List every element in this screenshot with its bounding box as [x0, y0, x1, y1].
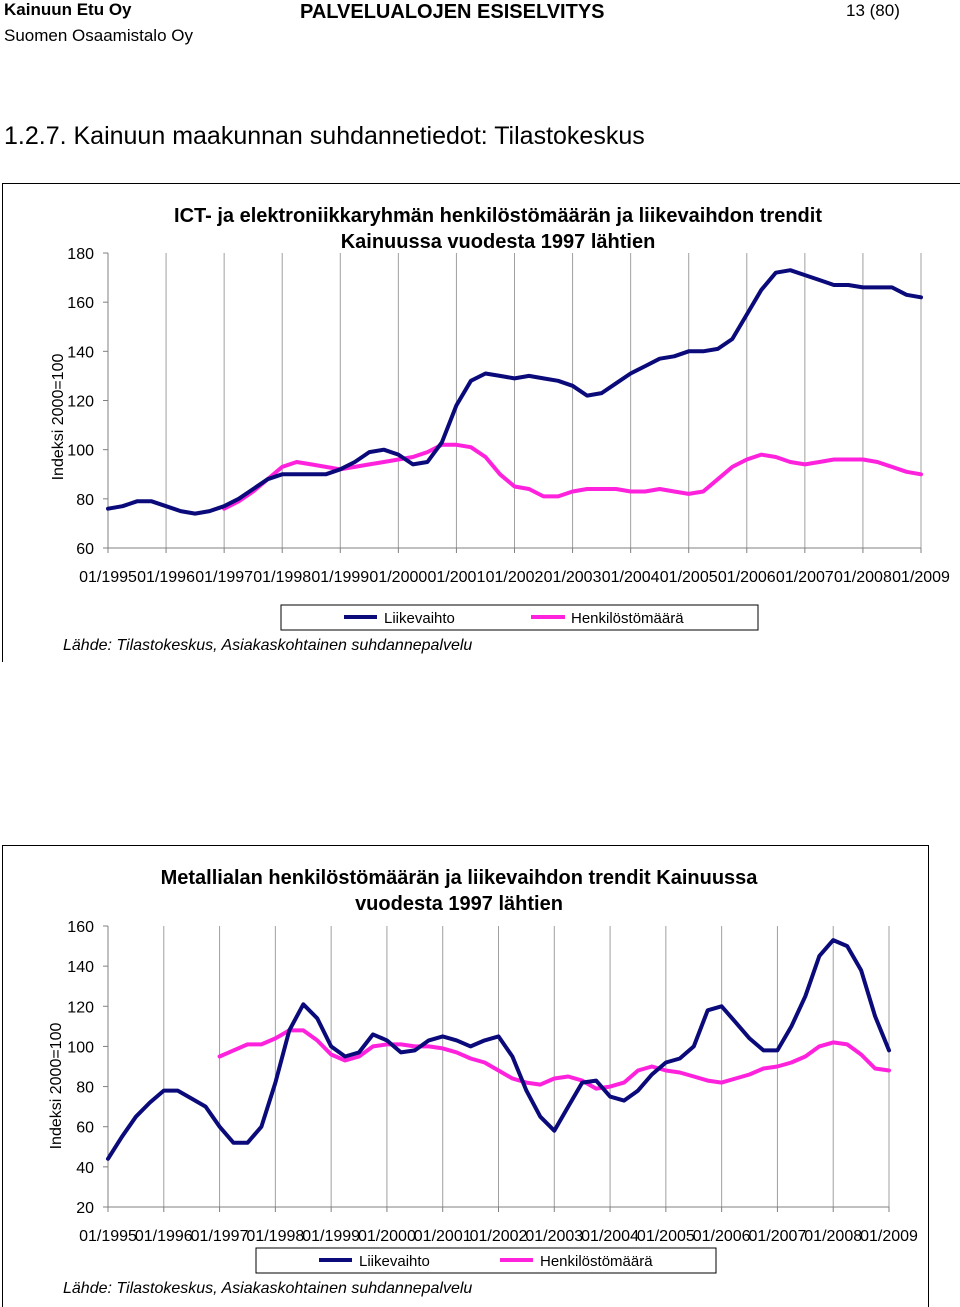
ict-chart-svg: ICT- ja elektroniikkaryhmän henkilöstömä… — [50, 205, 950, 654]
y-tick-label: 120 — [67, 394, 94, 411]
x-tick-label: 01/1997 — [195, 569, 253, 586]
y-tick-label: 20 — [76, 1200, 94, 1217]
x-tick-label: 01/1997 — [191, 1228, 249, 1245]
y-tick-label: 120 — [67, 999, 94, 1016]
legend-box — [280, 604, 759, 631]
x-tick-label: 01/1996 — [135, 1228, 193, 1245]
y-tick-label: 140 — [67, 344, 94, 361]
plot-area: 60 80 100 120 140 160 180 01/1995 01/1996 01/1997… — [67, 246, 950, 586]
section-title: 1.2.7. Kainuun maakunnan suhdannetiedot:… — [4, 122, 645, 150]
chart-source-note: Lähde: Tilastokeskus, Asiakaskohtainen s… — [63, 1280, 472, 1297]
metal-chart-svg: Metallialan henkilöstömäärän ja liikevai… — [48, 867, 918, 1297]
chart-source-note: Lähde: Tilastokeskus, Asiakaskohtainen s… — [63, 637, 472, 654]
y-tick-label: 160 — [67, 295, 94, 312]
x-tick-label: 01/2008 — [804, 1228, 862, 1245]
x-tick-label: 01/2002 — [470, 1228, 528, 1245]
x-tick-label: 01/2000 — [358, 1228, 416, 1245]
chart-title-line2: vuodesta 1997 lähtien — [355, 893, 563, 915]
x-tick-label: 01/2006 — [693, 1228, 751, 1245]
legend-label-liikevaihto: Liikevaihto — [359, 1253, 430, 1270]
x-tick-label: 01/1995 — [79, 569, 137, 586]
y-tick-label: 60 — [76, 541, 94, 558]
x-tick-label: 01/2003 — [544, 569, 602, 586]
y-tick-label: 140 — [67, 959, 94, 976]
y-tick-label: 100 — [67, 443, 94, 460]
x-tick-label: 01/2005 — [660, 569, 718, 586]
x-tick-label: 01/2009 — [860, 1228, 918, 1245]
legend-label-liikevaihto: Liikevaihto — [384, 610, 455, 627]
x-tick-label: 01/2008 — [834, 569, 892, 586]
y-tick-label: 160 — [67, 919, 94, 936]
header-page-number: 13 (80) — [846, 1, 900, 20]
header-company: Kainuun Etu Oy — [4, 0, 132, 19]
x-tick-label: 01/2000 — [369, 569, 427, 586]
legend: Liikevaihto Henkilöstömäärä — [280, 604, 759, 631]
y-tick-label: 100 — [67, 1039, 94, 1056]
y-tick-label: 40 — [76, 1160, 94, 1177]
x-tick-label: 01/2009 — [892, 569, 950, 586]
y-tick-label: 60 — [76, 1120, 94, 1137]
chart-title-line2: Kainuussa vuodesta 1997 lähtien — [341, 231, 656, 253]
y-tick-label: 180 — [67, 246, 94, 263]
header-consultant: Suomen Osaamistalo Oy — [4, 26, 193, 45]
legend-label-henkilostomaara: Henkilöstömäärä — [571, 610, 684, 627]
chart-title-line1: Metallialan henkilöstömäärän ja liikevai… — [161, 867, 759, 889]
x-tick-label: 01/2004 — [602, 569, 660, 586]
y-axis-label: Indeksi 2000=100 — [50, 354, 67, 481]
x-tick-label: 01/1995 — [79, 1228, 137, 1245]
x-tick-label: 01/1998 — [253, 569, 311, 586]
legend-label-henkilostomaara: Henkilöstömäärä — [540, 1253, 653, 1270]
plot-area: 2040608010012014016001/199501/199601/199… — [67, 919, 918, 1245]
x-tick-label: 01/1999 — [302, 1228, 360, 1245]
y-tick-label: 80 — [76, 1080, 94, 1097]
series-henkilostomaara-line — [217, 1028, 891, 1091]
chart-title-line1: ICT- ja elektroniikkaryhmän henkilöstömä… — [174, 205, 822, 227]
header-document-title: PALVELUALOJEN ESISELVITYS — [300, 1, 605, 23]
y-axis-label: Indeksi 2000=100 — [48, 1023, 65, 1150]
metal-chart: Metallialan henkilöstömäärän ja liikevai… — [2, 845, 929, 1307]
series-liikevaihto-line — [106, 268, 923, 516]
x-tick-label: 01/1999 — [311, 569, 369, 586]
x-tick-label: 01/2006 — [718, 569, 776, 586]
x-tick-label: 01/2007 — [749, 1228, 807, 1245]
x-tick-label: 01/2003 — [525, 1228, 583, 1245]
legend: Liikevaihto Henkilöstömäärä — [255, 1247, 717, 1274]
x-tick-label: 01/2001 — [428, 569, 486, 586]
x-tick-label: 01/1998 — [246, 1228, 304, 1245]
y-tick-label: 80 — [76, 492, 94, 509]
x-tick-label: 01/2005 — [637, 1228, 695, 1245]
x-tick-label: 01/2004 — [581, 1228, 639, 1245]
ict-chart: ICT- ja elektroniikkaryhmän henkilöstömä… — [2, 183, 960, 662]
series-liikevaihto-line — [106, 938, 891, 1161]
x-tick-label: 01/2001 — [414, 1228, 472, 1245]
x-tick-label: 01/2002 — [486, 569, 544, 586]
x-tick-label: 01/2007 — [776, 569, 834, 586]
x-tick-label: 01/1996 — [137, 569, 195, 586]
